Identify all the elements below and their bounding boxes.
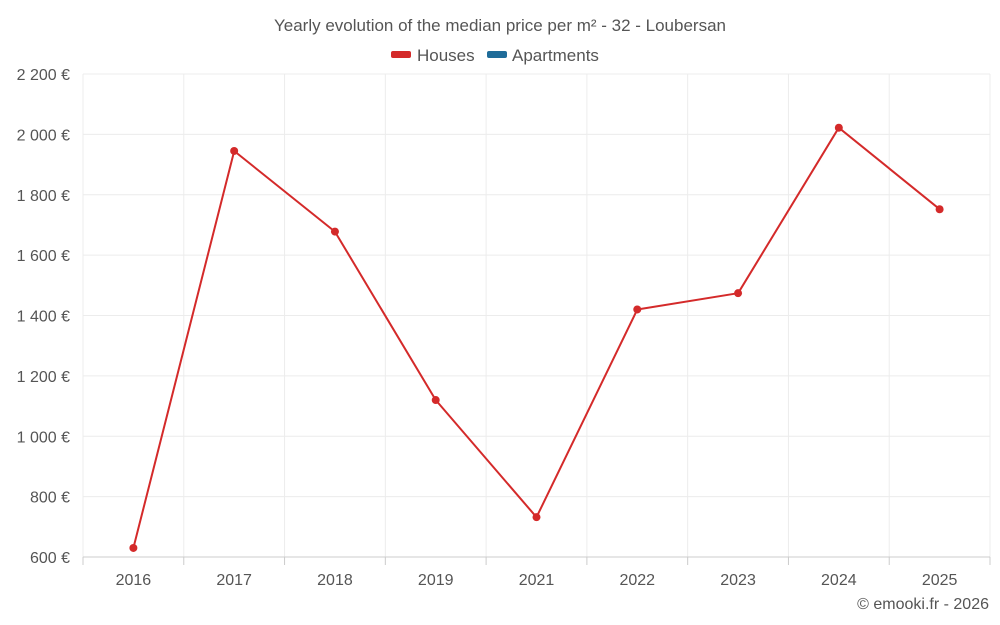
x-tick-label: 2024 [821, 572, 857, 589]
y-tick-label: 2 200 € [17, 67, 70, 84]
data-point[interactable] [330, 227, 339, 236]
data-point[interactable] [633, 305, 642, 314]
x-tick-label: 2021 [519, 572, 555, 589]
data-point[interactable] [129, 543, 138, 552]
y-tick-label: 1 000 € [17, 429, 70, 446]
y-tick-label: 600 € [30, 550, 70, 567]
x-tick-label: 2018 [317, 572, 353, 589]
legend[interactable]: Houses Apartments [391, 46, 599, 65]
x-tick-label: 2016 [116, 572, 152, 589]
legend-swatch-houses [391, 51, 411, 58]
y-tick-label: 1 400 € [17, 309, 70, 326]
data-point[interactable] [734, 289, 743, 298]
credit-text: © emooki.fr - 2026 [857, 596, 989, 613]
grid [82, 73, 991, 557]
x-tick-label: 2025 [922, 572, 958, 589]
legend-label-apartments: Apartments [512, 46, 599, 65]
y-tick-label: 1 600 € [17, 248, 70, 265]
data-point[interactable] [935, 205, 944, 214]
y-tick-label: 1 200 € [17, 369, 70, 386]
data-point[interactable] [431, 396, 440, 405]
y-tick-label: 800 € [30, 490, 70, 507]
series-houses [129, 123, 944, 552]
legend-item-apartments[interactable]: Apartments [487, 46, 599, 65]
x-tick-label: 2022 [619, 572, 655, 589]
legend-swatch-apartments [487, 51, 507, 58]
axes: 600 € 800 € 1 000 € 1 200 € 1 400 € 1 600 € 1 … [17, 67, 991, 589]
legend-label-houses: Houses [417, 46, 475, 65]
y-tick-label: 2 000 € [17, 127, 70, 144]
chart-title: Yearly evolution of the median price per… [274, 16, 726, 35]
legend-item-houses[interactable]: Houses [391, 46, 475, 65]
data-point[interactable] [230, 146, 239, 155]
series-line-houses [132, 126, 941, 549]
y-tick-label: 1 800 € [17, 188, 70, 205]
x-tick-label: 2023 [720, 572, 756, 589]
data-point[interactable] [834, 123, 843, 132]
data-point[interactable] [532, 513, 541, 522]
x-tick-label: 2019 [418, 572, 454, 589]
x-tick-label: 2017 [216, 572, 252, 589]
